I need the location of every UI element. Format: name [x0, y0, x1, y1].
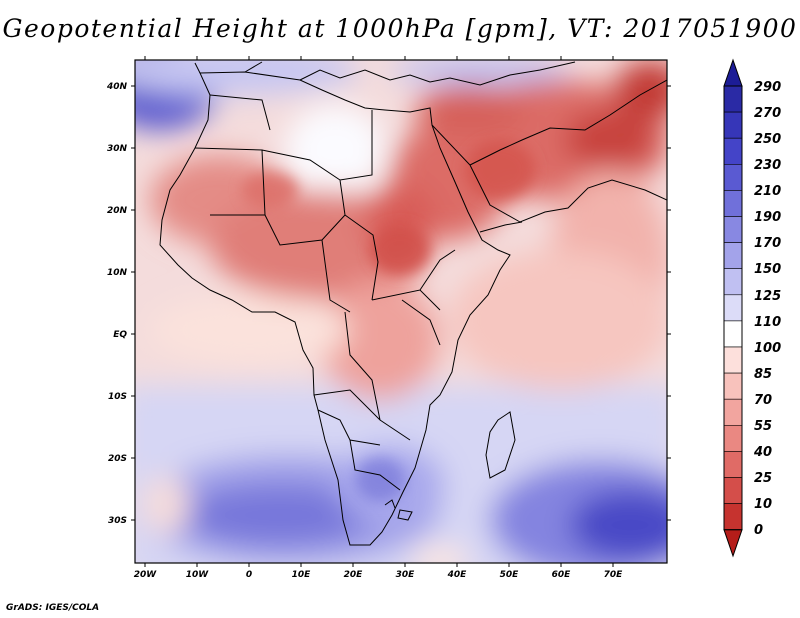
colorbar-label: 210 — [754, 184, 781, 199]
colorbar-swatch — [723, 346, 743, 374]
lon-axis: 20W 10W 0 10E 20E 30E 40E 50E 60E 70E — [134, 56, 623, 580]
lat-label-30s: 30S — [108, 516, 127, 526]
colorbar-label: 270 — [754, 106, 781, 121]
lon-label-10w: 10W — [186, 570, 210, 580]
colorbar-label: 170 — [754, 236, 781, 251]
colorbar-frame — [723, 85, 743, 531]
colorbar-swatch — [723, 242, 743, 270]
colorbar-label: 0 — [754, 523, 763, 538]
lat-label-eq: EQ — [113, 330, 127, 340]
map-frame — [134, 59, 668, 564]
colorbar-label: 55 — [754, 419, 772, 434]
colorbar-swatch — [723, 451, 743, 478]
colorbar-label: 190 — [754, 210, 781, 225]
colorbar-label: 250 — [754, 132, 781, 147]
lat-axis: 40N 30N 20N 10N EQ 10S 20S 30S — [106, 82, 671, 526]
map-title: Geopotential Height at 1000hPa [gpm], VT… — [2, 14, 798, 43]
colorbar-label: 25 — [754, 471, 772, 486]
lon-label-0: 0 — [246, 570, 252, 580]
colorbar-label: 290 — [754, 80, 781, 95]
lon-label-40e: 40E — [447, 570, 468, 580]
colorbar-label: 40 — [753, 445, 772, 460]
colorbar-swatch — [723, 294, 743, 322]
colorbar-label: 230 — [754, 158, 781, 173]
colorbar-label: 100 — [754, 341, 781, 356]
lon-label-50e: 50E — [500, 570, 520, 580]
colorbar-top-arrow — [723, 58, 743, 87]
colorbar-swatch — [723, 477, 743, 504]
colorbar-label: 70 — [754, 393, 772, 408]
colorbar-swatch — [723, 190, 743, 217]
colorbar-swatch — [723, 424, 743, 452]
lon-label-60e: 60E — [552, 570, 572, 580]
lat-label-20s: 20S — [108, 454, 127, 464]
colorbar: 290 270 250 230 210 190 170 150 125 110 … — [723, 58, 781, 558]
coastlines — [159, 61, 667, 546]
colorbar-label: 125 — [754, 289, 781, 304]
colorbar-swatch — [723, 398, 743, 426]
colorbar-swatch — [723, 137, 743, 165]
colorbar-swatch — [723, 268, 743, 296]
lat-label-10s: 10S — [108, 392, 127, 402]
lat-label-10n: 10N — [107, 268, 128, 278]
colorbar-label: 150 — [754, 262, 781, 277]
lon-label-20w: 20W — [134, 570, 158, 580]
colorbar-bottom-arrow — [723, 529, 743, 558]
lon-label-70e: 70E — [604, 570, 624, 580]
credit-text: GrADS: IGES/COLA — [6, 603, 100, 613]
colorbar-swatch — [723, 85, 743, 113]
lon-label-20e: 20E — [344, 570, 364, 580]
colorbar-label: 85 — [754, 367, 772, 382]
lat-label-40n: 40N — [106, 82, 128, 92]
colorbar-swatch — [723, 216, 743, 243]
height-field — [135, 60, 667, 563]
colorbar-swatch — [723, 164, 743, 191]
colorbar-swatch — [723, 372, 743, 400]
lat-label-20n: 20N — [107, 206, 128, 216]
lat-label-30n: 30N — [107, 144, 128, 154]
colorbar-label: 110 — [754, 315, 781, 330]
colorbar-swatch — [723, 320, 743, 348]
colorbar-swatch — [723, 503, 743, 531]
colorbar-swatch — [723, 111, 743, 139]
lon-label-10e: 10E — [292, 570, 312, 580]
colorbar-label: 10 — [754, 497, 772, 512]
lon-label-30e: 30E — [396, 570, 416, 580]
